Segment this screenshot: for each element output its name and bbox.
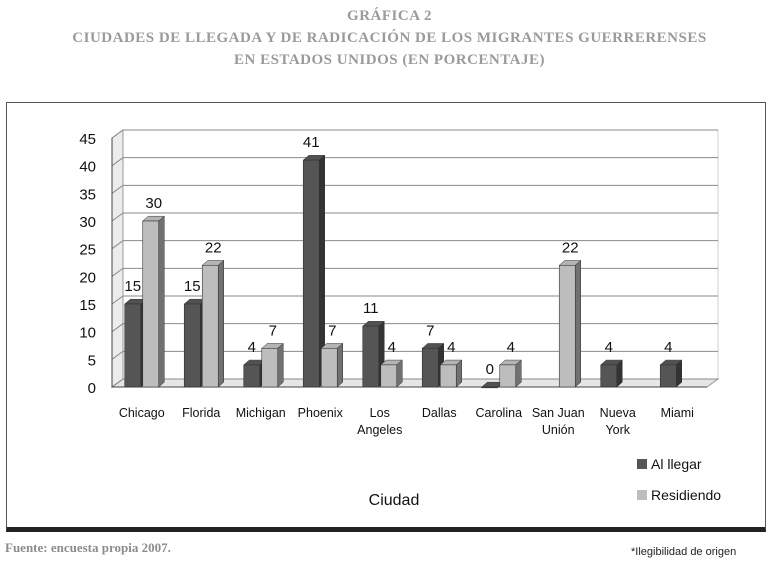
bar-al-llegar: [421, 347, 439, 388]
data-label-residiendo: 22: [205, 239, 222, 256]
data-label-al-llegar: 41: [303, 134, 320, 151]
data-label-residiendo: 30: [145, 195, 162, 212]
bar-chart: 0510152025303540451530Chicago1522Florida…: [79, 129, 721, 509]
data-label-al-llegar: 4: [248, 339, 256, 356]
bar-side-residiendo: [158, 215, 165, 388]
bar-side-residiendo: [277, 342, 284, 388]
gridline: [111, 212, 718, 222]
x-tick-label: Los: [370, 406, 390, 420]
data-label-residiendo: 7: [328, 322, 336, 339]
bar-side-residiendo: [456, 359, 462, 388]
data-label-residiendo: 4: [507, 339, 515, 356]
chart-subtitle: EN ESTADOS UNIDOS (EN PORCENTAJE): [234, 52, 545, 68]
bar-al-llegar: [124, 303, 142, 388]
bar-side-residiendo: [218, 259, 224, 388]
data-label-al-llegar: 11: [363, 300, 379, 317]
y-tick-label: 15: [79, 297, 96, 314]
x-tick-label: Michigan: [236, 406, 286, 420]
bar-al-llegar: [481, 386, 499, 389]
legend-swatch-residiendo: [637, 490, 647, 500]
gridline: [111, 157, 718, 167]
bar-al-llegar: [302, 159, 320, 388]
bar-al-llegar: [362, 325, 380, 388]
x-tick-label: San Juan: [532, 406, 585, 420]
bar-side-al-llegar: [676, 359, 682, 388]
x-tick-label: Dallas: [422, 406, 457, 420]
bar-residiendo: [201, 264, 219, 388]
x-tick-label: Angeles: [357, 423, 402, 437]
bar-residiendo: [499, 364, 517, 388]
data-label-al-llegar: 7: [426, 322, 434, 339]
gridline: [111, 184, 718, 194]
bar-side-residiendo: [515, 359, 522, 388]
x-tick-label: Florida: [182, 406, 220, 420]
data-label-al-llegar: 15: [124, 278, 141, 295]
legend-swatch-al-llegar: [637, 459, 647, 469]
bar-residiendo: [320, 347, 338, 388]
bar-side-al-llegar: [616, 359, 623, 388]
data-label-al-llegar: 0: [486, 361, 494, 378]
chart-figure-number: GRÁFICA 2: [347, 8, 432, 24]
y-tick-label: 5: [88, 352, 96, 369]
bar-al-llegar: [600, 364, 618, 388]
legend-label-al-llegar: Al llegar: [651, 456, 702, 472]
gridline: [111, 267, 718, 277]
bar-al-llegar: [183, 303, 201, 388]
y-tick-label: 40: [79, 159, 96, 176]
data-label-residiendo: 4: [447, 339, 455, 356]
y-tick-label: 35: [79, 186, 96, 203]
y-tick-label: 0: [88, 380, 96, 397]
y-tick-label: 10: [79, 325, 96, 342]
data-label-residiendo: 7: [269, 322, 277, 339]
x-tick-label: Nueva: [600, 406, 636, 420]
y-tick-label: 20: [79, 269, 96, 286]
plot-side-wall: [111, 129, 124, 388]
footnote: *Ilegibilidad de origen: [631, 546, 737, 558]
gridline: [111, 129, 718, 139]
bar-al-llegar: [243, 364, 261, 388]
x-axis-title: Ciudad: [369, 492, 420, 509]
gridline: [111, 323, 718, 333]
data-label-al-llegar: 15: [184, 278, 201, 295]
bar-side-residiendo: [575, 259, 581, 388]
source-note: Fuente: encuesta propia 2007.: [5, 540, 171, 555]
bar-al-llegar: [659, 364, 677, 388]
data-label-residiendo: 22: [562, 239, 579, 256]
bar-side-residiendo: [396, 359, 403, 388]
x-tick-label: Carolina: [475, 406, 522, 420]
y-tick-label: 30: [79, 214, 96, 231]
bar-side-residiendo: [337, 342, 343, 388]
x-tick-label: Unión: [542, 423, 575, 437]
bar-residiendo: [380, 364, 398, 388]
data-label-residiendo: 4: [388, 339, 396, 356]
data-label-al-llegar: 4: [664, 339, 672, 356]
gridline: [111, 295, 718, 305]
bar-residiendo: [439, 364, 457, 388]
x-tick-label: Phoenix: [298, 406, 344, 420]
bar-residiendo: [558, 264, 576, 388]
legend-label-residiendo: Residiendo: [651, 487, 721, 503]
gridline: [111, 350, 718, 360]
x-tick-label: Chicago: [119, 406, 165, 420]
chart-title: CIUDADES DE LLEGADA Y DE RADICACIÓN DE L…: [72, 30, 707, 46]
bar-residiendo: [142, 220, 160, 388]
bar-residiendo: [261, 347, 279, 388]
x-tick-label: York: [605, 423, 630, 437]
gridline: [111, 240, 718, 250]
y-tick-label: 25: [79, 242, 96, 259]
y-tick-label: 45: [79, 131, 96, 148]
data-label-al-llegar: 4: [605, 339, 613, 356]
x-tick-label: Miami: [661, 406, 694, 420]
chart-frame: 0 5 10 15 20 25 30 35 40 45 15 30 Chicago 15 22 Florida…: [6, 102, 766, 532]
